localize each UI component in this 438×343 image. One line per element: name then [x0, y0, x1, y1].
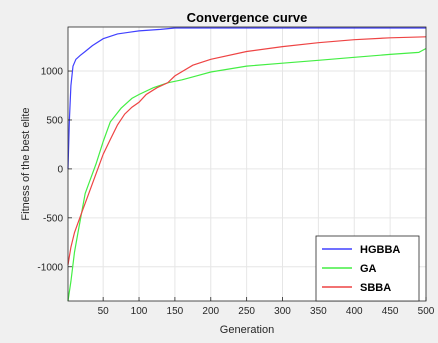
x-tick-label: 300 [274, 306, 291, 317]
chart-title: Convergence curve [187, 10, 308, 25]
legend-label-ga: GA [360, 263, 377, 275]
x-tick-label: 250 [238, 306, 255, 317]
x-tick-label: 500 [418, 306, 435, 317]
x-tick-label: 150 [167, 306, 184, 317]
y-tick-label: 0 [57, 164, 63, 175]
x-tick-label: 100 [131, 306, 148, 317]
x-tick-label: 50 [98, 306, 110, 317]
series-lines [67, 27, 427, 302]
legend: HGBBA GA SBBA [315, 235, 420, 302]
x-axis-ticks: 50 100 150 200 250 300 350 400 450 500 [98, 297, 435, 317]
series-line-hgbba [67, 27, 426, 169]
series-line-sbba [67, 36, 427, 265]
x-axis-label: Generation [220, 324, 274, 336]
y-tick-label: 1000 [41, 67, 64, 78]
x-tick-label: 350 [310, 306, 327, 317]
y-axis-ticks: -1000 -500 0 500 1000 [37, 67, 72, 273]
y-tick-label: -1000 [37, 262, 63, 273]
legend-label-hgbba: HGBBA [360, 244, 400, 256]
x-tick-label: 400 [346, 306, 363, 317]
x-tick-label: 200 [202, 306, 219, 317]
x-tick-label: 450 [382, 306, 399, 317]
legend-label-sbba: SBBA [360, 282, 391, 294]
y-tick-label: 500 [46, 115, 63, 126]
y-tick-label: -500 [43, 213, 63, 224]
y-axis-label: Fitness of the best elite [20, 107, 32, 220]
